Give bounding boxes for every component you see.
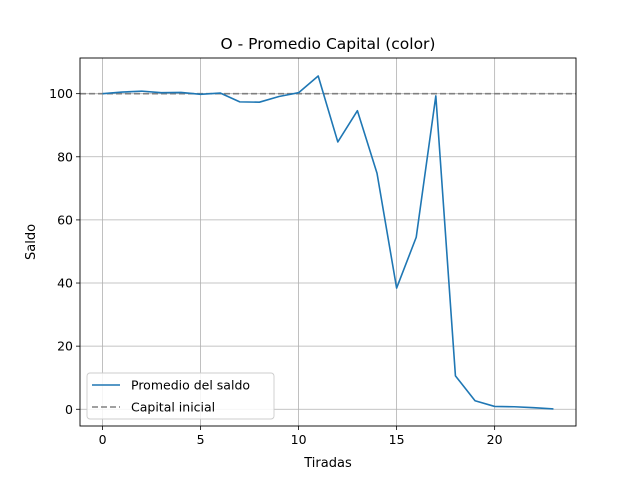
x-tick-label: 20 [487, 432, 503, 447]
y-axis-label: Saldo [24, 224, 39, 260]
legend: Promedio del saldo Capital inicial [86, 372, 275, 420]
y-tick-label: 100 [49, 86, 73, 101]
y-tick-label: 80 [57, 149, 73, 164]
series-layer [80, 75, 576, 410]
series-line-promedio [102, 75, 554, 410]
y-tick-label: 60 [57, 212, 73, 227]
legend-box [86, 372, 275, 420]
x-tick-label: 10 [291, 432, 307, 447]
x-axis-label: Tiradas [303, 456, 352, 471]
plot-frame [79, 57, 577, 427]
y-tick-label: 20 [57, 339, 73, 354]
x-tick-label: 0 [99, 432, 107, 447]
legend-label-capital: Capital inicial [131, 400, 215, 415]
x-tick-label: 15 [389, 432, 405, 447]
legend-label-promedio: Promedio del saldo [131, 378, 250, 393]
ticks: 0 5 10 15 20 0 20 40 60 80 100 [49, 86, 502, 447]
x-tick-label: 5 [197, 432, 205, 447]
y-tick-label: 40 [57, 276, 73, 291]
y-tick-label: 0 [65, 402, 73, 417]
chart-title: O - Promedio Capital (color) [221, 35, 436, 53]
